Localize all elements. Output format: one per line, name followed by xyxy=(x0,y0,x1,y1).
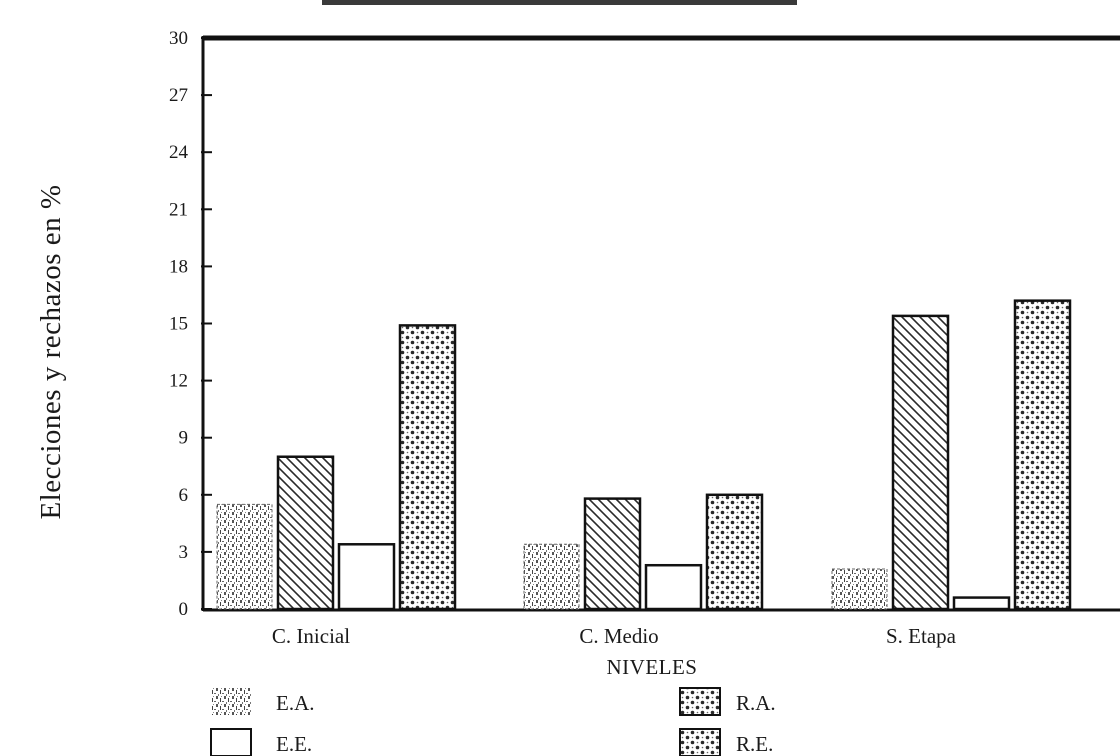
legend-swatch-re xyxy=(679,728,721,756)
bar-ee-0 xyxy=(337,543,396,611)
bar-re-1 xyxy=(705,493,764,611)
y-tick-label: 18 xyxy=(169,256,188,277)
legend-item-re: R.E. xyxy=(679,728,773,756)
legend-item-ra: R.A. xyxy=(679,687,776,716)
bar-ra-1 xyxy=(583,497,642,611)
legend-swatch-ra xyxy=(679,687,721,716)
bars xyxy=(216,299,1072,611)
bar-ee-1 xyxy=(644,563,703,611)
bar-ra-0 xyxy=(276,455,335,611)
legend-label-re: R.E. xyxy=(736,732,773,756)
y-tick-label: 15 xyxy=(169,314,188,335)
bar-re-2 xyxy=(1013,299,1072,611)
x-category-label: C. Inicial xyxy=(272,624,350,648)
bar-ra-2 xyxy=(891,314,950,611)
bar-ea-1 xyxy=(523,543,580,610)
x-category-label: S. Etapa xyxy=(886,624,957,648)
legend: E.A. E.E. R.A. R.E. xyxy=(210,687,776,756)
x-axis-title: NIVELES xyxy=(607,655,698,679)
y-tick-label: 24 xyxy=(169,142,189,163)
bar-ee-2 xyxy=(952,596,1011,611)
y-tick-label: 3 xyxy=(179,542,189,563)
x-category-label: C. Medio xyxy=(579,624,658,648)
y-tick-label: 9 xyxy=(179,428,189,449)
legend-swatch-ee xyxy=(210,728,252,756)
y-tick-label: 30 xyxy=(169,28,188,49)
clipped-title-remnant xyxy=(322,0,797,5)
bar-ea-0 xyxy=(216,503,273,610)
legend-item-ee: E.E. xyxy=(210,728,312,756)
legend-swatch-ea xyxy=(211,688,251,715)
y-axis-title: Elecciones y rechazos en % xyxy=(35,184,67,519)
bar-re-0 xyxy=(398,324,457,611)
legend-label-ee: E.E. xyxy=(276,732,312,756)
x-category-labels: C. Inicial C. Medio S. Etapa xyxy=(272,624,957,648)
y-tick-label: 27 xyxy=(169,85,188,106)
y-tick-label: 6 xyxy=(179,485,189,506)
legend-label-ra: R.A. xyxy=(736,691,776,715)
y-tick-label: 0 xyxy=(179,599,189,620)
bar-ea-2 xyxy=(831,568,888,610)
y-ticks: 0 3 6 9 12 15 18 21 24 27 30 xyxy=(169,28,212,620)
y-tick-label: 21 xyxy=(169,199,188,220)
legend-item-ea: E.A. xyxy=(211,688,315,715)
legend-label-ea: E.A. xyxy=(276,691,315,715)
y-tick-label: 12 xyxy=(169,371,188,392)
